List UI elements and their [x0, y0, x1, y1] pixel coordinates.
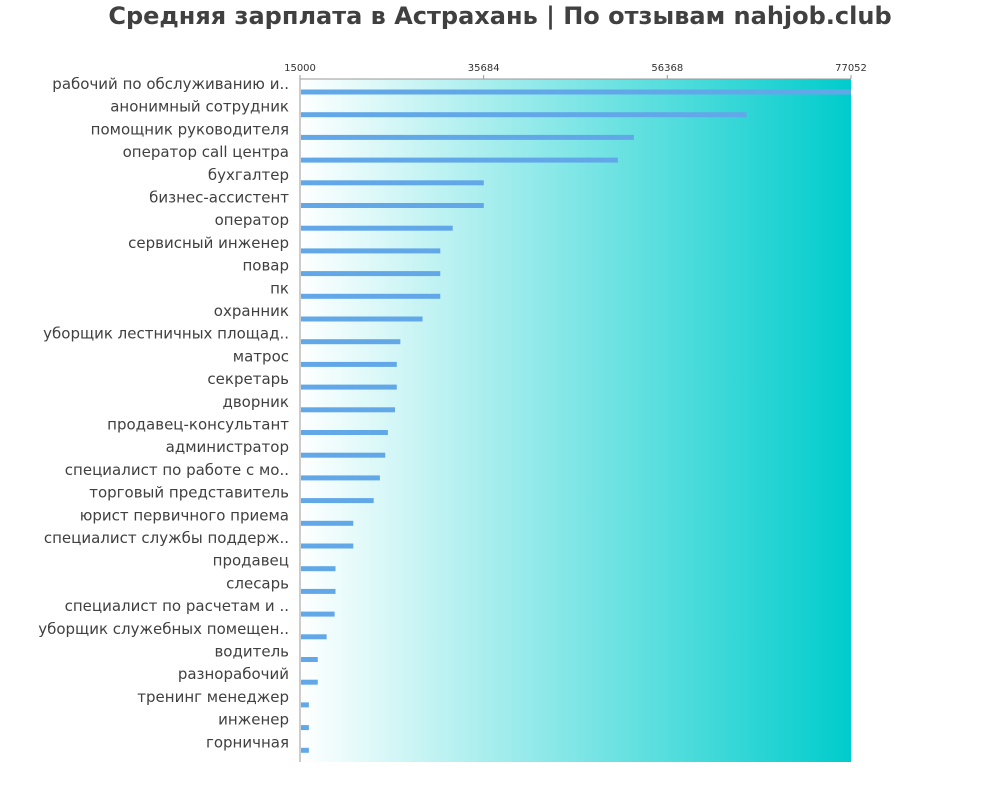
category-label: секретарь	[207, 370, 289, 388]
category-label: повар	[242, 257, 289, 275]
x-tick-label: 15000	[284, 63, 316, 74]
bar	[301, 498, 374, 504]
category-label: матрос	[233, 347, 289, 365]
category-label: разнорабочий	[178, 665, 289, 683]
bar	[301, 747, 309, 753]
category-label: инженер	[218, 711, 289, 729]
x-tick-label: 77052	[835, 63, 867, 74]
category-label: специалист службы поддерж..	[44, 529, 289, 547]
bar	[301, 430, 388, 435]
category-label: рабочий по обслуживанию и..	[52, 75, 289, 93]
category-label: охранник	[214, 302, 289, 320]
category-label: помощник руководителя	[91, 120, 289, 138]
bar	[301, 203, 484, 208]
category-label: уборщик служебных помещен..	[38, 620, 289, 638]
bar	[301, 452, 386, 458]
bar	[301, 657, 318, 662]
x-ticks: 15000 35684 56368 77052	[284, 63, 867, 79]
bar	[301, 157, 618, 163]
bar	[301, 225, 453, 231]
bar	[301, 611, 335, 617]
category-label: администратор	[166, 438, 289, 456]
bar	[301, 180, 484, 186]
bar	[301, 725, 309, 731]
bar	[301, 271, 441, 277]
category-label: горничная	[206, 733, 289, 751]
category-label: дворник	[222, 393, 289, 411]
category-label: водитель	[214, 643, 289, 661]
category-label: сервисный инженер	[128, 234, 289, 252]
bar	[301, 112, 747, 118]
category-label: тренинг менеджер	[137, 688, 289, 706]
category-label: оператор call центра	[123, 143, 289, 161]
bar	[301, 293, 441, 299]
bar	[301, 543, 354, 549]
bar	[301, 520, 354, 526]
category-label: пк	[270, 279, 289, 297]
category-label: продавец-консультант	[107, 416, 289, 434]
category-labels: рабочий по обслуживанию и.. анонимный сот…	[38, 75, 289, 751]
bar	[301, 702, 309, 708]
category-label: уборщик лестничных площад..	[43, 325, 289, 343]
category-label: торговый представитель	[89, 484, 289, 502]
bar	[301, 566, 336, 572]
category-label: юрист первичного приема	[80, 506, 289, 524]
chart-title: Средняя зарплата в Астрахань | По отзыва…	[108, 2, 892, 30]
category-label: специалист по расчетам и ..	[65, 597, 289, 615]
category-label: специалист по работе с мо..	[65, 461, 289, 479]
category-label: продавец	[213, 552, 289, 570]
category-label: анонимный сотрудник	[110, 98, 289, 116]
bar	[301, 361, 397, 367]
category-label: слесарь	[226, 574, 289, 592]
bar	[301, 407, 396, 413]
bars	[301, 89, 851, 753]
category-label: бухгалтер	[208, 166, 289, 184]
bar	[301, 134, 634, 140]
bar	[301, 339, 401, 345]
x-tick-label: 56368	[651, 63, 683, 74]
bar	[301, 634, 327, 640]
category-label: бизнес-ассистент	[149, 189, 289, 207]
bar	[301, 89, 851, 95]
bar	[301, 588, 336, 594]
bar	[301, 248, 441, 254]
bar	[301, 679, 318, 685]
plot-background	[300, 79, 851, 762]
bar	[301, 316, 423, 322]
bar	[301, 475, 380, 481]
x-tick-label: 35684	[468, 63, 500, 74]
bar	[301, 384, 397, 390]
category-label: оператор	[215, 211, 289, 229]
